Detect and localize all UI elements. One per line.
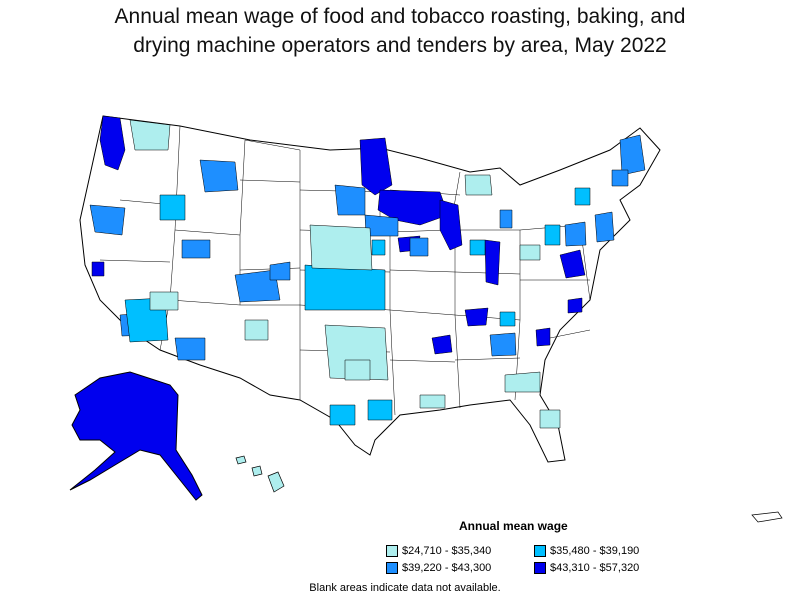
tier2-areas (124, 187, 591, 426)
legend-swatch-tier2 (534, 545, 546, 557)
tier1-areas (129, 119, 561, 429)
legend-item-tier1: $24,710 - $35,340 (386, 544, 534, 558)
tier4-areas (91, 115, 586, 355)
legend-swatch-tier4 (534, 562, 546, 574)
legend-item-tier3: $39,220 - $43,300 (386, 561, 534, 575)
map-title-line-2: drying machine operators and tenders by … (133, 34, 667, 57)
legend-label-tier3: $39,220 - $43,300 (402, 562, 492, 574)
puerto-rico (751, 511, 783, 523)
legend-label-tier1: $24,710 - $35,340 (402, 545, 492, 557)
legend-label-tier4: $43,310 - $57,320 (550, 562, 640, 574)
footnote: Blank areas indicate data not available. (309, 582, 501, 594)
map-title-line-1: Annual mean wage of food and tobacco roa… (114, 5, 686, 28)
legend-title: Annual mean wage (459, 519, 568, 533)
legend-swatch-tier1 (386, 545, 398, 557)
legend-item-tier4: $43,310 - $57,320 (534, 561, 682, 575)
alaska (69, 371, 203, 501)
legend-item-tier2: $35,480 - $39,190 (534, 544, 682, 558)
map-title: Annual mean wage of food and tobacco roa… (0, 2, 800, 60)
tier3-areas (89, 134, 646, 361)
legend: $24,710 - $35,340 $35,480 - $39,190 $39,… (386, 544, 686, 575)
legend-label-tier2: $35,480 - $39,190 (550, 545, 640, 557)
hawaii (235, 455, 285, 493)
legend-swatch-tier3 (386, 562, 398, 574)
